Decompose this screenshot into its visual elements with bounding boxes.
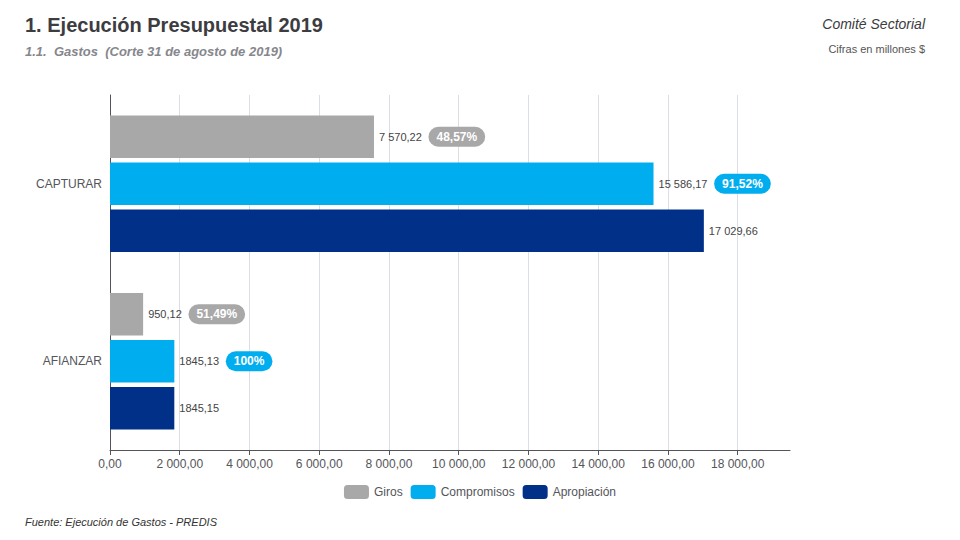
svg-text:Comité Sectorial: Comité Sectorial (822, 16, 926, 32)
svg-text:1. Ejecución Presupuestal 2019: 1. Ejecución Presupuestal 2019 (25, 14, 323, 36)
svg-text:15 586,17: 15 586,17 (659, 178, 708, 190)
svg-text:6 000,00: 6 000,00 (296, 457, 343, 471)
svg-text:17 029,66: 17 029,66 (709, 225, 758, 237)
svg-text:950,12: 950,12 (148, 308, 182, 320)
svg-text:18 000,00: 18 000,00 (711, 457, 765, 471)
svg-text:Apropiación: Apropiación (553, 485, 616, 499)
svg-text:51,49%: 51,49% (196, 307, 237, 321)
svg-text:4 000,00: 4 000,00 (226, 457, 273, 471)
svg-text:48,57%: 48,57% (436, 130, 477, 144)
svg-text:1845,15: 1845,15 (179, 402, 219, 414)
svg-text:10 000,00: 10 000,00 (432, 457, 486, 471)
svg-text:Fuente: Ejecución de Gastos -: Fuente: Ejecución de Gastos - PREDIS (25, 516, 218, 528)
svg-text:100%: 100% (234, 354, 265, 368)
svg-text:12 000,00: 12 000,00 (502, 457, 556, 471)
svg-text:1.1. Gastos (Corte 31 de ago: 1.1. Gastos (Corte 31 de agosto de 2019) (25, 44, 282, 59)
svg-text:Compromisos: Compromisos (441, 485, 515, 499)
svg-text:1845,13: 1845,13 (179, 355, 219, 367)
svg-text:Cifras en millones $: Cifras en millones $ (828, 43, 925, 55)
svg-text:7 570,22: 7 570,22 (379, 131, 422, 143)
svg-text:Giros: Giros (374, 485, 403, 499)
svg-text:8 000,00: 8 000,00 (366, 457, 413, 471)
svg-text:91,52%: 91,52% (722, 177, 763, 191)
svg-text:AFIANZAR: AFIANZAR (43, 354, 103, 368)
svg-text:14 000,00: 14 000,00 (572, 457, 626, 471)
svg-text:CAPTURAR: CAPTURAR (36, 177, 102, 191)
svg-text:16 000,00: 16 000,00 (641, 457, 695, 471)
svg-text:0,00: 0,00 (98, 457, 122, 471)
svg-text:2 000,00: 2 000,00 (156, 457, 203, 471)
